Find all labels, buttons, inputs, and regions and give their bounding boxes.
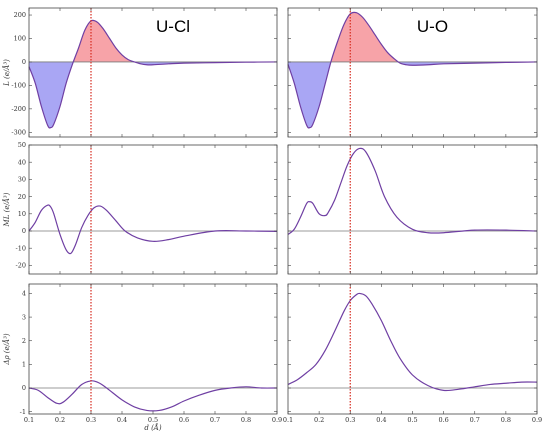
series-line — [287, 11, 538, 129]
positive-area — [330, 12, 399, 62]
x-tick-label: 0.8 — [241, 416, 251, 424]
y-tick-label: -10 — [16, 244, 26, 252]
y-tick-label: 0 — [22, 58, 26, 66]
x-axis-label: d (Å) — [144, 423, 161, 432]
series-line — [28, 204, 278, 255]
x-tick-label: 0.4 — [376, 416, 386, 424]
panel-ucl-m: 50 40 30 20 10 0 -10 -20 ML (e/Å³) — [2, 141, 278, 275]
panel-title: U-Cl — [156, 17, 190, 36]
series-line — [28, 380, 278, 412]
y-axis-label: ML (e/Å³) — [2, 192, 11, 227]
x-tick-label: 0.7 — [210, 416, 220, 424]
positive-area — [73, 20, 135, 62]
negative-area — [29, 61, 277, 128]
plot-frame — [28, 283, 278, 415]
y-tick-label: 30 — [18, 176, 26, 184]
panel-uo-m — [287, 144, 538, 275]
x-tick-label: 0.4 — [117, 416, 127, 424]
y-tick-label: 10 — [18, 210, 26, 218]
x-tick-label: 0.2 — [314, 416, 324, 424]
panel-ucl-r: 4 3 2 1 0 -10.1 0.2 0.3 0.4 0.5 0.6 0.7 0.8 0.9 Δρ (e/… — [2, 283, 282, 432]
panel-uo-l: U-O — [287, 7, 538, 138]
panel-title: U-O — [417, 17, 448, 36]
panel-ucl-l: 200 100 0 -100 -200 -300 U-Cl L (e/Å³) — [2, 7, 278, 138]
plot-frame — [28, 144, 278, 275]
x-tick-label: 0.3 — [345, 416, 355, 424]
y-tick-label: 200 — [14, 11, 26, 19]
y-axis-label: Δρ (e/Å³) — [2, 333, 11, 365]
y-tick-label: 50 — [18, 141, 26, 149]
x-tick-label: 0.3 — [86, 416, 96, 424]
series-line — [287, 292, 538, 392]
y-tick-label: -100 — [11, 82, 26, 90]
y-tick-label: 20 — [18, 193, 26, 201]
x-tick-label: 0.2 — [55, 416, 65, 424]
y-tick-label: 0 — [22, 384, 26, 392]
series-line — [287, 147, 538, 235]
plot-frame — [287, 144, 538, 275]
x-tick-label: 0.9 — [532, 416, 542, 424]
y-tick-label: -200 — [11, 105, 26, 113]
y-tick-label: -20 — [16, 262, 26, 270]
y-tick-label: -300 — [11, 129, 26, 137]
y-tick-label: 3 — [22, 313, 26, 321]
x-tick-label: 0.9 — [272, 416, 282, 424]
y-axis-label: L (e/Å³) — [2, 59, 11, 87]
x-tick-label: 0.5 — [407, 416, 417, 424]
y-tick-label: 100 — [14, 35, 26, 43]
x-tick-label: 0.6 — [179, 416, 189, 424]
x-tick-label: 0.8 — [501, 416, 511, 424]
y-tick-label: 4 — [22, 290, 26, 298]
y-tick-label: -1 — [20, 408, 26, 416]
series-line — [28, 19, 278, 129]
panel-uo-r: 0.1 0.2 0.3 0.4 0.5 0.6 0.7 0.8 0.9 — [283, 283, 542, 424]
y-tick-label: 40 — [18, 158, 26, 166]
negative-area — [288, 61, 537, 128]
y-tick-label: 1 — [22, 361, 26, 369]
x-tick-label: 0.1 — [283, 416, 293, 424]
y-tick-label: 2 — [22, 337, 26, 345]
x-tick-label: 0.6 — [438, 416, 448, 424]
x-tick-label: 0.1 — [24, 416, 34, 424]
x-tick-label: 0.5 — [148, 416, 158, 424]
y-tick-label: 0 — [22, 227, 26, 235]
x-tick-label: 0.7 — [470, 416, 480, 424]
